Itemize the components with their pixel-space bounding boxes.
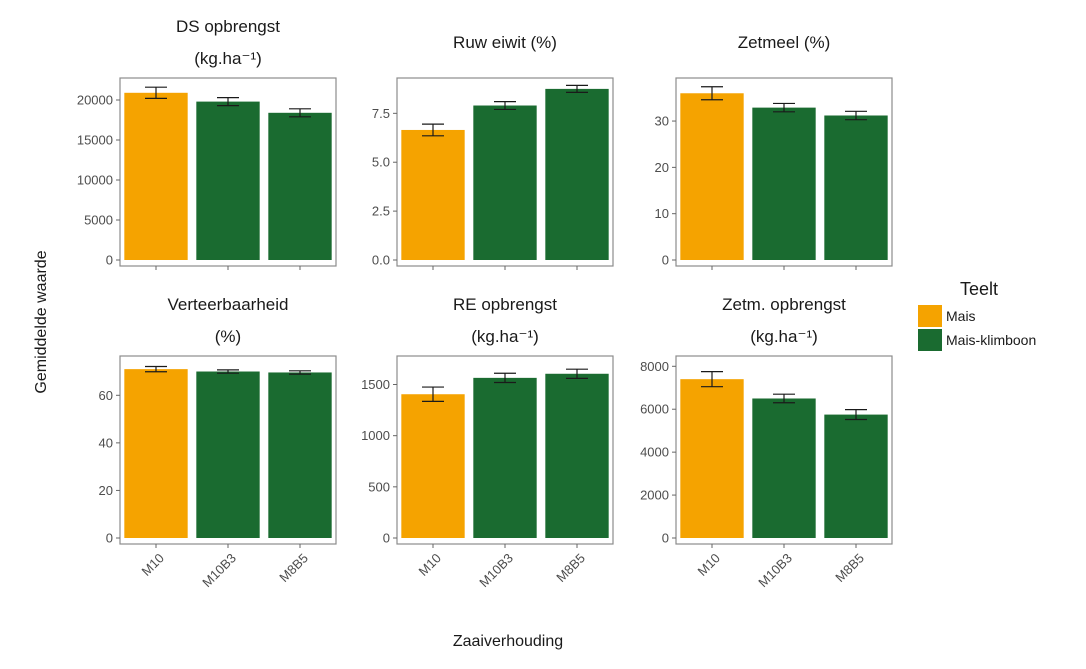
legend: Teelt Mais Mais-klimboon <box>918 279 1036 351</box>
x-tick-label: M10 <box>138 550 166 578</box>
facet-title: Zetm. opbrengst <box>722 295 846 314</box>
bar-m10 <box>401 394 465 538</box>
legend-label-mais-klimboon: Mais-klimboon <box>946 332 1036 348</box>
facet-panel-6: Zetm. opbrengst (kg.ha⁻¹) 0 2000 4000 6000 800… <box>640 295 893 590</box>
bar-m10 <box>124 92 188 260</box>
facet-panel-1: DS opbrengst (kg.ha⁻¹) 0 5000 10000 15000 2000… <box>77 17 337 270</box>
x-tick-label: M10B3 <box>476 550 516 590</box>
y-tick-label: 4000 <box>640 445 669 460</box>
x-tick-label: M10B3 <box>755 550 795 590</box>
bar-m10 <box>680 93 744 261</box>
facet-title: Verteerbaarheid <box>168 295 289 314</box>
legend-key-mais-klimboon <box>918 329 942 351</box>
facet-title: Zetmeel (%) <box>738 33 831 52</box>
x-tick-label: M8B5 <box>276 550 311 585</box>
y-tick-label: 20 <box>655 160 669 175</box>
bar-m10b3 <box>473 377 537 538</box>
x-tick-label: M8B5 <box>553 550 588 585</box>
facet-panel-4: Verteerbaarheid (%) 0 20 40 60 M10 M10B3 M8B5 <box>99 295 337 590</box>
y-tick-label: 0 <box>662 253 669 268</box>
y-tick-label: 1000 <box>361 428 390 443</box>
x-tick-label: M10B3 <box>199 550 239 590</box>
bar-m10b3 <box>473 105 537 260</box>
bar-m8b5 <box>824 115 888 260</box>
facet-panel-3: Zetmeel (%) 0 10 20 30 <box>655 33 893 270</box>
bar-m10 <box>124 369 188 538</box>
facet-title: RE opbrengst <box>453 295 557 314</box>
y-tick-label: 500 <box>368 479 390 494</box>
y-tick-label: 6000 <box>640 402 669 417</box>
facet-panel-2: Ruw eiwit (%) 0.0 2.5 5.0 7.5 <box>372 33 614 270</box>
y-tick-label: 15000 <box>77 133 113 148</box>
y-tick-label: 7.5 <box>372 106 390 121</box>
y-axis-title: Gemiddelde waarde <box>33 250 50 393</box>
x-tick-label: M10 <box>415 550 443 578</box>
bar-m8b5 <box>824 414 888 538</box>
bar-m10b3 <box>196 101 260 260</box>
y-tick-label: 8000 <box>640 359 669 374</box>
bar-m10b3 <box>752 107 816 260</box>
x-axis-title: Zaaiverhouding <box>453 633 563 650</box>
y-tick-label: 1500 <box>361 377 390 392</box>
facet-panels: DS opbrengst(kg.ha⁻¹)0500010000150002000… <box>77 17 893 590</box>
y-tick-label: 0 <box>106 531 113 546</box>
facet-title: (kg.ha⁻¹) <box>471 327 539 346</box>
x-tick-label: M8B5 <box>832 550 867 585</box>
bar-m8b5 <box>545 373 609 538</box>
y-tick-label: 5.0 <box>372 155 390 170</box>
legend-label-mais: Mais <box>946 308 976 324</box>
bar-m8b5 <box>545 88 609 260</box>
y-tick-label: 20000 <box>77 93 113 108</box>
bar-m10 <box>680 379 744 538</box>
y-tick-label: 40 <box>99 435 113 450</box>
facet-panel-5: RE opbrengst (kg.ha⁻¹) 0 500 1000 1500 M10 M10B… <box>361 295 614 590</box>
facet-title: (kg.ha⁻¹) <box>750 327 818 346</box>
y-tick-label: 0 <box>106 253 113 268</box>
facet-title: (%) <box>215 327 241 346</box>
legend-key-mais <box>918 305 942 327</box>
y-tick-label: 20 <box>99 483 113 498</box>
bar-m10b3 <box>196 371 260 538</box>
y-tick-label: 0 <box>662 531 669 546</box>
facet-title: DS opbrengst <box>176 17 280 36</box>
facet-title: (kg.ha⁻¹) <box>194 49 262 68</box>
bar-m10b3 <box>752 398 816 538</box>
legend-title: Teelt <box>960 279 998 299</box>
y-tick-label: 10 <box>655 206 669 221</box>
bar-m10 <box>401 129 465 260</box>
facet-title: Ruw eiwit (%) <box>453 33 557 52</box>
bar-m8b5 <box>268 112 332 260</box>
y-tick-label: 30 <box>655 114 669 129</box>
bar-m8b5 <box>268 372 332 538</box>
y-tick-label: 60 <box>99 388 113 403</box>
y-tick-label: 0 <box>383 531 390 546</box>
y-tick-label: 2000 <box>640 488 669 503</box>
x-tick-label: M10 <box>694 550 722 578</box>
y-tick-label: 2.5 <box>372 204 390 219</box>
y-tick-label: 10000 <box>77 173 113 188</box>
y-tick-label: 0.0 <box>372 253 390 268</box>
y-tick-label: 5000 <box>84 213 113 228</box>
